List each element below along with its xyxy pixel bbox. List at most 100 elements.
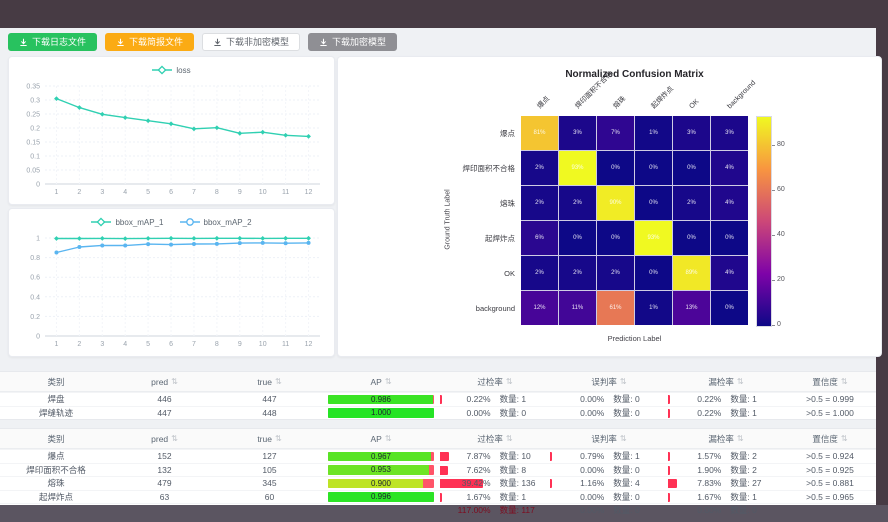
sort-icon[interactable]: ⇅: [736, 377, 744, 386]
sort-icon[interactable]: ⇅: [619, 377, 627, 386]
rate-count: 数量: 0: [613, 505, 640, 515]
sort-icon[interactable]: ⇅: [384, 434, 392, 443]
confusion-matrix-card: Normalized Confusion Matrix Ground Truth…: [337, 56, 882, 357]
map-chart-card: bbox_mAP_1 bbox_mAP_2 0 0.2 0.4 0.6 0.8 1 1 2 3 4 5…: [8, 208, 335, 357]
matrix-cell: 12%: [521, 291, 558, 325]
svg-text:3: 3: [100, 189, 104, 196]
category-cell: 熔珠: [47, 478, 65, 488]
column-header-label: 过检率: [477, 376, 503, 387]
sort-icon[interactable]: ⇅: [171, 377, 178, 386]
ap-value: 0.953: [370, 465, 392, 474]
confusion-matrix-ylabel: Ground Truth Label: [444, 189, 452, 250]
column-header-label: 过检率: [477, 433, 503, 444]
ap-bar-track: 0.900: [328, 478, 434, 488]
svg-text:7: 7: [192, 341, 196, 348]
matrix-cell: 3%: [559, 116, 596, 150]
matrix-row-label: 焊印面积不合格: [462, 163, 516, 173]
rate-percent: 1.57%: [697, 451, 722, 461]
column-header-ap: AP ⇅: [322, 434, 440, 444]
confusion-matrix-title: Normalized Confusion Matrix: [565, 69, 704, 80]
download-log-file-button[interactable]: 下载日志文件: [8, 33, 98, 51]
column-header-label: true: [257, 376, 272, 387]
download-encrypted-model-button[interactable]: 下载加密模型: [308, 33, 398, 51]
rate-percent: 0.00%: [580, 407, 605, 418]
column-header-label: 误判率: [591, 376, 617, 387]
sort-icon[interactable]: ⇅: [619, 434, 627, 443]
confidence-cell: >0.5 = 1.000: [806, 407, 854, 418]
column-header-label: 类别: [47, 376, 65, 387]
misjudge-rate-cell: 0.00% 数量: 0: [550, 464, 668, 477]
sort-icon[interactable]: ⇅: [736, 434, 744, 443]
colorbar-tick-label: 20: [777, 276, 785, 284]
sort-icon[interactable]: ⇅: [274, 377, 282, 386]
miss-rate-cell: 1.90% 数量: 2: [668, 464, 784, 477]
svg-text:9: 9: [238, 341, 242, 348]
column-header-miss-rate: 漏检率 ⇅: [668, 433, 784, 445]
download-unencrypted-model-button[interactable]: 下载非加密模型: [202, 33, 301, 51]
rate-percent: 0.79%: [580, 451, 605, 461]
ap-cell: 0.996: [322, 491, 440, 504]
sort-icon[interactable]: ⇅: [384, 377, 392, 386]
metrics-table: 类别 pred ⇅ true ⇅ AP ⇅ 过检率 ⇅ 误判率 ⇅ 漏检率 ⇅ 置信度 ⇅ 焊盘 446 447 0…: [0, 371, 876, 420]
ap-cell: 0.900: [322, 477, 440, 490]
column-header-label: 置信度: [812, 376, 838, 387]
sort-icon[interactable]: ⇅: [171, 434, 178, 443]
svg-text:0.4: 0.4: [30, 294, 40, 301]
column-header-misjudge-rate: 误判率 ⇅: [550, 433, 668, 445]
bbox-map-line-chart: 00.20.40.60.811 2 3 4 5 6 7 8 9 10 11 12: [30, 236, 320, 348]
svg-text:0.6: 0.6: [30, 275, 40, 282]
pred-cell: 63: [159, 491, 170, 502]
download-report-file-button[interactable]: 下载简报文件: [105, 33, 195, 51]
over-rate-cell: 7.87% 数量: 10: [440, 450, 550, 463]
column-header-true: true ⇅: [217, 434, 322, 444]
rate-percent: 0.00%: [697, 505, 722, 515]
matrix-cell: 6%: [521, 221, 558, 255]
over-rate-cell: 1.67% 数量: 1: [440, 491, 550, 504]
ap-bar-track: 1.000: [328, 408, 434, 418]
rate-count: 数量: 2: [730, 451, 757, 461]
sort-icon[interactable]: ⇅: [274, 434, 282, 443]
over-rate-cell: 117.00% 数量: 117: [440, 504, 550, 517]
column-header-label: pred: [151, 433, 169, 444]
column-header-over-rate: 过检率 ⇅: [440, 433, 550, 445]
matrix-cell: 11%: [559, 291, 596, 325]
legend-item-loss[interactable]: loss: [152, 65, 191, 75]
loss-chart-card: loss 0 0.05 0.1 0.15 0.2 0.25 0.3 0.35 1 2 3 4 5 6 7 8 9…: [8, 56, 335, 205]
rate-count: 数量: 0: [613, 491, 640, 502]
over-rate-cell: 39.42% 数量: 136: [440, 477, 550, 490]
matrix-cell: 1%: [635, 116, 672, 150]
category-cell: 起焊炸点: [38, 491, 73, 502]
sort-icon[interactable]: ⇅: [505, 377, 513, 386]
miss-rate-cell: 1.57% 数量: 2: [668, 450, 784, 463]
legend-item-bbox_mAP_2[interactable]: bbox_mAP_2: [179, 217, 252, 227]
pred-cell: 447: [157, 407, 172, 418]
ap-bar-track: 0.953: [328, 465, 434, 475]
svg-text:5: 5: [146, 341, 150, 348]
rate-bar: [668, 465, 671, 475]
misjudge-rate-cell: 0.79% 数量: 1: [550, 450, 668, 463]
button-label: 下载非加密模型: [226, 36, 290, 47]
table-row: 焊盘 446 447 0.986 0.22% 数量: 1 0.00% 数量: 0 0.22% 数量…: [0, 392, 876, 406]
rate-percent: 39.42%: [461, 478, 491, 488]
confusion-matrix: Normalized Confusion Matrix Ground Truth…: [338, 57, 881, 356]
rate-count: 数量: 27: [730, 478, 762, 488]
svg-text:4: 4: [123, 189, 127, 196]
sort-icon[interactable]: ⇅: [840, 434, 848, 443]
rate-count: 数量: 1: [499, 491, 527, 502]
colorbar-tick: [772, 279, 775, 281]
category-cell: 焊盘: [47, 394, 65, 404]
matrix-cell: 1%: [635, 291, 672, 325]
table-header-row: 类别 pred ⇅ true ⇅ AP ⇅ 过检率 ⇅ 误判率 ⇅ 漏检率 ⇅ 置信度 ⇅: [0, 429, 876, 449]
metrics-tables: 类别 pred ⇅ true ⇅ AP ⇅ 过检率 ⇅ 误判率 ⇅ 漏检率 ⇅ 置信度 ⇅ 焊盘 446 447 0…: [0, 371, 876, 518]
colorbar-tick: [772, 144, 775, 146]
sort-icon[interactable]: ⇅: [840, 377, 848, 386]
sort-icon[interactable]: ⇅: [505, 434, 513, 443]
matrix-row-label: OK: [504, 268, 515, 278]
svg-text:0.8: 0.8: [30, 255, 40, 262]
rate-count: 数量: 117: [499, 505, 535, 515]
legend-item-bbox_mAP_1[interactable]: bbox_mAP_1: [91, 217, 164, 227]
table-gap: [0, 420, 876, 428]
misjudge-rate-cell: 0.00% 数量: 0: [550, 504, 668, 517]
column-header-label: AP: [370, 433, 382, 444]
ap-value: 0.996: [370, 492, 392, 501]
